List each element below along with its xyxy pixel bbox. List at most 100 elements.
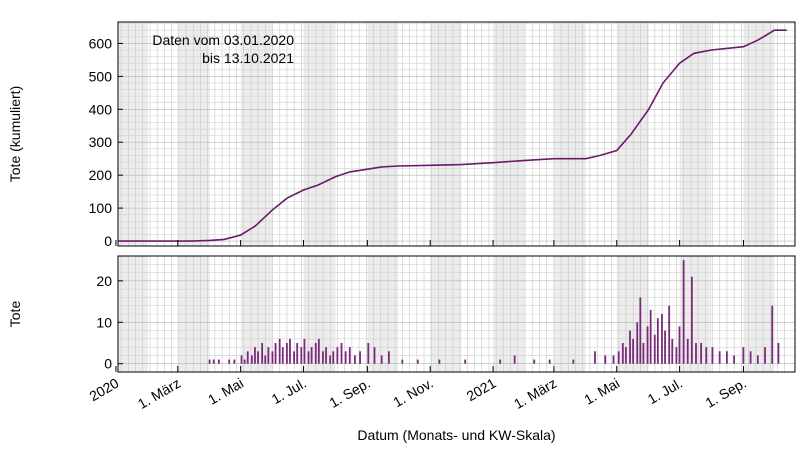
daily-deaths-bar: [682, 260, 685, 364]
daily-deaths-bar: [653, 334, 656, 364]
x-tick-label-9: 1. Jul.: [645, 375, 685, 408]
bottom-ytick-label-0: 0: [104, 356, 112, 372]
daily-deaths-bar: [310, 347, 313, 364]
daily-deaths-bar: [705, 347, 708, 364]
top-ytick-label-6: 600: [89, 35, 113, 51]
daily-deaths-bar: [354, 355, 356, 364]
daily-deaths-bar: [240, 355, 243, 364]
daily-deaths-bar: [254, 347, 256, 364]
daily-deaths-bar: [344, 351, 347, 364]
daily-deaths-bar: [293, 351, 296, 364]
daily-deaths-bar: [359, 351, 361, 364]
daily-deaths-bar: [401, 359, 404, 364]
daily-deaths-bar: [756, 355, 759, 364]
daily-deaths-bar: [340, 343, 343, 364]
bottom-ytick-label-1: 10: [96, 314, 112, 330]
top-panel-shade-10: [743, 22, 775, 246]
daily-deaths-bar: [217, 359, 220, 364]
daily-deaths-bar: [285, 343, 288, 364]
daily-deaths-bar: [621, 343, 624, 364]
x-tick-label-1: 1. März: [135, 375, 183, 412]
daily-deaths-bar: [742, 347, 745, 364]
daily-deaths-bar: [612, 355, 615, 364]
daily-deaths-bar: [625, 347, 627, 364]
daily-deaths-bar: [771, 305, 774, 364]
daily-deaths-bar: [257, 351, 259, 364]
daily-deaths-bar: [314, 343, 317, 364]
daily-deaths-bar: [296, 343, 299, 364]
daily-deaths-bar: [348, 347, 351, 364]
top-panel-shade-1: [177, 22, 210, 246]
daily-deaths-bar: [307, 351, 310, 364]
bottom-panel-frame: [117, 255, 796, 373]
daily-deaths-bar: [686, 338, 689, 364]
daily-deaths-bar: [695, 343, 697, 364]
x-tick-label-0: 2020: [86, 375, 121, 405]
daily-deaths-bar: [373, 347, 376, 364]
daily-deaths-bar: [388, 351, 390, 364]
daily-deaths-bar: [764, 347, 766, 364]
daily-deaths-bar: [642, 343, 645, 364]
daily-deaths-bar: [274, 343, 277, 364]
daily-deaths-bar: [336, 347, 339, 364]
daily-deaths-bar: [675, 347, 678, 364]
daily-deaths-bar: [499, 359, 502, 364]
daily-deaths-bar: [317, 338, 320, 364]
daily-deaths-bar: [749, 351, 752, 364]
x-tick-label-4: 1. Sep.: [326, 375, 372, 411]
daily-deaths-bar: [416, 359, 419, 364]
daily-deaths-bar: [278, 338, 281, 364]
top-ytick-label-3: 300: [89, 134, 113, 150]
daily-deaths-bar: [380, 355, 383, 364]
x-tick-label-6: 2021: [464, 375, 499, 405]
daily-deaths-bar: [513, 355, 516, 364]
x-tick-label-10: 1. Sep.: [703, 375, 749, 411]
top-ytick-label-4: 400: [89, 101, 113, 117]
daily-deaths-bar: [208, 359, 211, 364]
top-y-axis-label: Tote (kumuliert): [7, 86, 23, 182]
daily-deaths-bar: [322, 351, 324, 364]
daily-deaths-bar: [267, 347, 270, 364]
x-tick-label-8: 1. Mai: [581, 375, 622, 408]
daily-deaths-bar: [649, 309, 652, 364]
x-tick-label-7: 1. März: [511, 375, 559, 412]
daily-deaths-bar: [271, 351, 274, 364]
x-tick-label-2: 1. Mai: [205, 375, 246, 408]
top-ytick-label-2: 200: [89, 167, 113, 183]
daily-deaths-bar: [438, 359, 441, 364]
top-panel-shade-2: [240, 22, 273, 246]
daily-deaths-bar: [367, 343, 370, 364]
top-ytick-label-0: 0: [104, 233, 112, 249]
daily-deaths-bar: [604, 355, 607, 364]
daily-deaths-bar: [639, 297, 642, 364]
top-panel-shade-0: [118, 22, 148, 246]
top-ytick-label-5: 500: [89, 68, 113, 84]
daily-deaths-bar: [212, 359, 215, 364]
daily-deaths-bar: [636, 322, 639, 364]
x-tick-label-3: 1. Jul.: [269, 375, 309, 408]
daily-deaths-bar: [332, 351, 335, 364]
daily-deaths-bar: [671, 338, 674, 364]
bottom-y-axis-label: Tote: [7, 301, 23, 328]
top-panel-shade-3: [303, 22, 336, 246]
top-panel-shade-9: [679, 22, 712, 246]
daily-deaths-bar: [678, 326, 681, 364]
annotation-line-2: bis 13.10.2021: [202, 50, 294, 66]
top-panel-shade-4: [367, 22, 399, 246]
daily-deaths-bar: [289, 338, 291, 364]
daily-deaths-bar: [233, 359, 236, 364]
x-tick-label-5: 1. Nov.: [390, 375, 436, 411]
top-panel-frame: [117, 21, 796, 247]
daily-deaths-bar: [725, 351, 728, 364]
daily-deaths-bar: [668, 305, 671, 364]
daily-deaths-bar: [594, 351, 596, 364]
daily-deaths-bar: [228, 359, 231, 364]
top-ytick-label-1: 100: [89, 200, 113, 216]
annotation-line-1: Daten vom 03.01.2020: [152, 32, 294, 48]
daily-deaths-bar: [250, 355, 253, 364]
daily-deaths-bar: [533, 359, 536, 364]
daily-deaths-bar: [700, 343, 703, 364]
daily-deaths-bar: [711, 347, 714, 364]
